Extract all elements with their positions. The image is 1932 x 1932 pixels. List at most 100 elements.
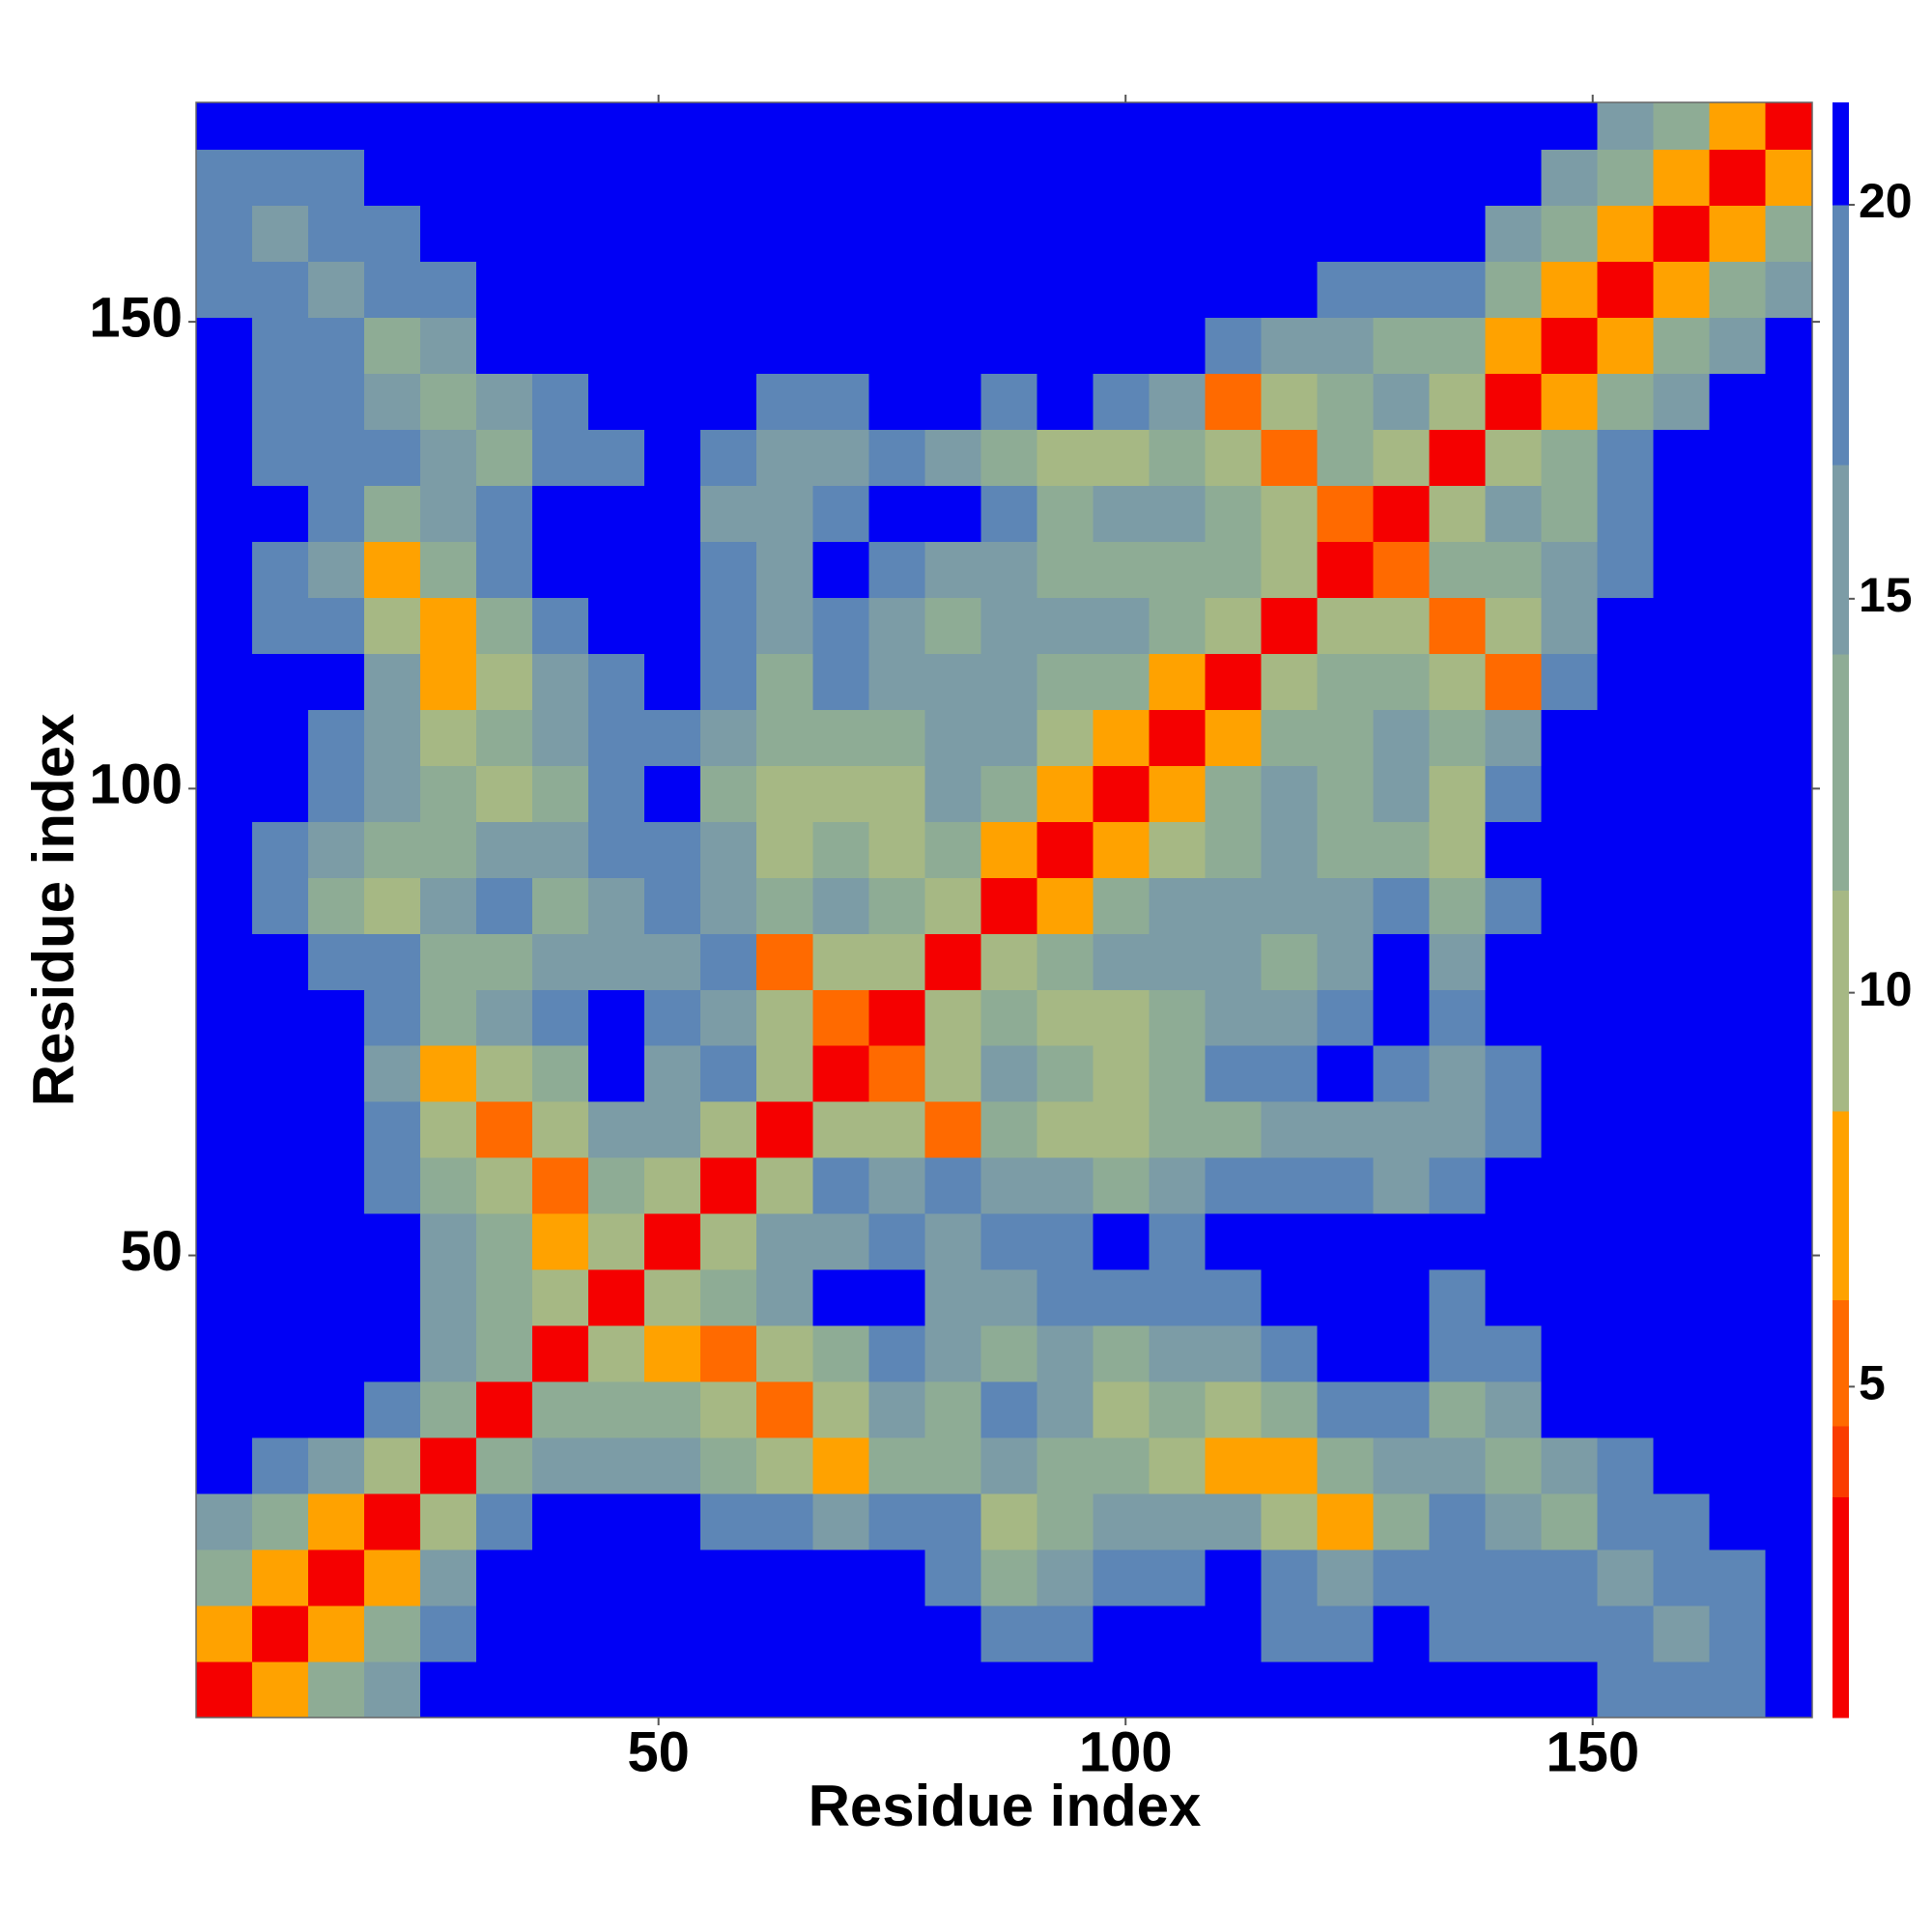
heatmap-cell [1709,653,1767,710]
heatmap-cell [588,1662,645,1718]
heatmap-cell [756,989,813,1046]
heatmap-cell [1765,102,1812,150]
heatmap-cell [1597,317,1655,374]
heatmap-cell [1317,709,1375,766]
heatmap-cell [588,933,645,990]
heatmap-cell [1597,373,1655,430]
heatmap-cell [476,1549,533,1606]
heatmap-cell [644,597,701,654]
heatmap-cell [532,1549,589,1606]
heatmap-cell [812,1269,869,1326]
heatmap-cell [868,429,925,486]
y-tick-label: 50 [120,1220,183,1283]
heatmap-cell [420,429,477,486]
heatmap-cell [252,1662,309,1718]
heatmap-cell [1485,1325,1543,1382]
heatmap-cell [756,1662,813,1718]
heatmap-cell [924,597,981,654]
heatmap-cell [756,317,813,374]
heatmap-cell [1541,1605,1599,1662]
heatmap-cell [644,877,701,934]
heatmap-cell [812,373,869,430]
heatmap-cell [1765,877,1812,934]
heatmap-cell [1485,485,1543,542]
heatmap-cell [924,1493,981,1550]
heatmap-cell [980,205,1037,262]
heatmap-cell [980,653,1037,710]
heatmap-cell [252,205,309,262]
heatmap-cell [924,653,981,710]
y-tick-label: 100 [89,753,183,816]
heatmap-cell [1373,1045,1431,1102]
heatmap-cell [700,1213,757,1270]
heatmap-cell [1037,1045,1094,1102]
heatmap-cell [868,1549,925,1606]
heatmap-cell [644,429,701,486]
heatmap-cell [924,1045,981,1102]
colorbar-band [1833,1496,1849,1719]
heatmap-cell [868,653,925,710]
heatmap-cell [1485,1157,1543,1214]
heatmap-cell [196,653,253,710]
heatmap-cell [1709,765,1767,822]
heatmap-cell [1597,429,1655,486]
heatmap-cell [1261,989,1319,1046]
heatmap-cell [644,1493,701,1550]
heatmap-cell [1037,821,1094,878]
heatmap-cell [588,1437,645,1494]
heatmap-cell [812,1101,869,1158]
heatmap-cell [1093,1269,1150,1326]
heatmap-cell [1765,1325,1812,1382]
heatmap-cell [1597,541,1655,598]
heatmap-cell [1429,1381,1487,1438]
heatmap-cell [1037,149,1094,206]
heatmap-cell [1373,1213,1431,1270]
heatmap-cell [476,149,533,206]
heatmap-cell [1373,1662,1431,1718]
heatmap-cell [1037,765,1094,822]
heatmap-cell [1037,1662,1094,1718]
heatmap-cell [812,1325,869,1382]
heatmap-cell [1261,1549,1319,1606]
heatmap-cell [1653,653,1711,710]
heatmap-cell [1205,1101,1263,1158]
heatmap-cell [1429,765,1487,822]
heatmap-cell [532,1045,589,1102]
heatmap-cell [1597,485,1655,542]
heatmap-cell [1709,709,1767,766]
heatmap-cell [476,1437,533,1494]
heatmap-cell [1205,485,1263,542]
heatmap-cell [1485,821,1543,878]
heatmap-cell [420,317,477,374]
heatmap-cell [1205,1381,1263,1438]
heatmap-cell [1485,709,1543,766]
heatmap-cell [812,1213,869,1270]
heatmap-cell [364,989,421,1046]
heatmap-cell [1597,1437,1655,1494]
heatmap-cell [924,373,981,430]
heatmap-cell [420,102,477,150]
heatmap-cell [196,317,253,374]
heatmap-cell [1205,1662,1263,1718]
colorbar-band [1833,890,1849,1112]
heatmap-cell [420,1381,477,1438]
heatmap-cell [1317,541,1375,598]
heatmap-cell [364,1269,421,1326]
heatmap-cell [1037,1325,1094,1382]
heatmap-cell [1149,1662,1207,1718]
heatmap-cell [756,205,813,262]
heatmap-cell [1597,933,1655,990]
heatmap-cell [1429,1325,1487,1382]
heatmap-cell [1765,1101,1812,1158]
heatmap-cell [1765,1605,1812,1662]
heatmap-cell [924,102,981,150]
heatmap-cell [1429,653,1487,710]
heatmap-cell [700,541,757,598]
heatmap-cell [924,709,981,766]
heatmap-cell [532,1101,589,1158]
heatmap-cell [1205,765,1263,822]
colorbar-tick-label: 10 [1859,962,1913,1016]
heatmap-cell [532,317,589,374]
heatmap-cell [1037,653,1094,710]
heatmap-cell [1597,1213,1655,1270]
